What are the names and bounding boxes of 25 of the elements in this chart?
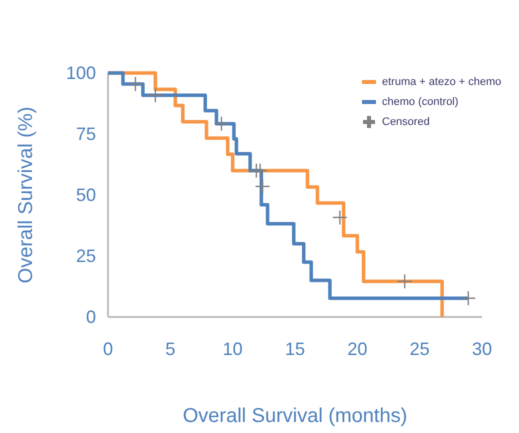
- point: [214, 116, 230, 132]
- point: [397, 274, 412, 290]
- point: [460, 290, 476, 306]
- x-axis-title: Overall Survival (months): [182, 405, 408, 427]
- x-tick-label: 20: [347, 339, 368, 359]
- x-tick-label: 10: [222, 339, 243, 359]
- point: [128, 76, 144, 92]
- y-tick-label: 0: [86, 307, 96, 327]
- legend-label: etruma + atezo + chemo: [382, 76, 502, 88]
- point: [148, 88, 164, 103]
- legend-label: Censored: [382, 116, 430, 128]
- y-tick-label: 75: [76, 124, 96, 144]
- point: [252, 162, 268, 178]
- y-axis-title: Overall Survival (%): [15, 106, 37, 284]
- x-tick-label: 15: [284, 339, 306, 359]
- x-tick-label: 0: [102, 339, 114, 359]
- y-tick-label: 25: [76, 246, 96, 266]
- point: [332, 210, 348, 226]
- x-tick-label: 25: [410, 339, 430, 359]
- y-tick-label: 100: [66, 63, 96, 83]
- y-tick-label: 50: [76, 185, 96, 205]
- x-tick-label: 30: [472, 339, 492, 359]
- x-tick-label: 5: [165, 339, 176, 359]
- legend-label: chemo (control): [382, 96, 458, 108]
- point: [254, 178, 270, 194]
